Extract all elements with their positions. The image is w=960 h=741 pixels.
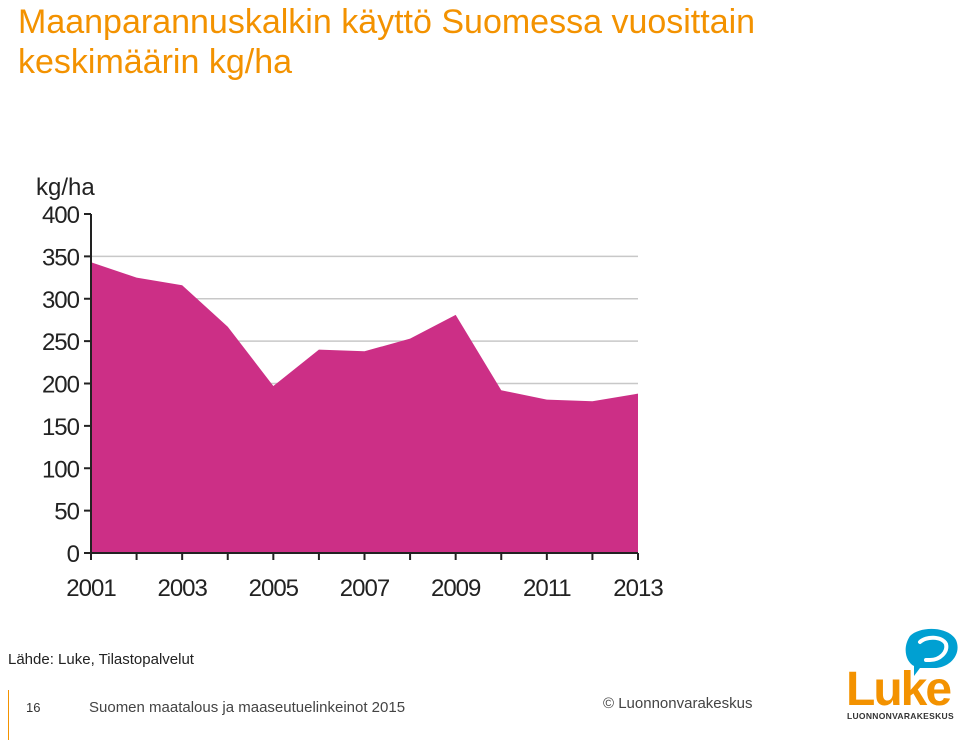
area-chart: 0 50 100 150 200 250 300 350 400 2001 2003 2005 2007… (36, 174, 664, 602)
publication-name: Suomen maatalous ja maaseutuelinkeinot 2… (89, 699, 406, 716)
axes: 0 50 100 150 200 250 300 350 400 2001 2003 2005 2007… (42, 202, 664, 602)
copyright-note: © Luonnonvarakeskus (603, 695, 753, 712)
x-tick-label: 2003 (157, 575, 207, 602)
y-tick-label: 300 (42, 287, 80, 314)
logo-subtitle: LUONNONVARAKESKUS (847, 711, 954, 721)
x-tick-label: 2007 (340, 575, 390, 602)
y-tick-label: 0 (67, 541, 80, 568)
series-area (91, 262, 638, 553)
y-tick-label: 150 (42, 414, 80, 441)
source-note: Lähde: Luke, Tilastopalvelut (8, 651, 194, 668)
y-tick-label: 200 (42, 372, 80, 399)
footer-divider (8, 690, 9, 740)
page-number: 16 (26, 700, 41, 715)
y-axis-unit-label: kg/ha (36, 174, 95, 201)
y-tick-label: 350 (42, 244, 80, 271)
y-tick-label: 250 (42, 329, 80, 356)
luke-logo: Luke LUONNONVARAKESKUS (840, 628, 958, 728)
y-tick-label: 50 (54, 499, 79, 526)
x-tick-label: 2013 (613, 575, 663, 602)
chart-title: Maanparannuskalkin käyttö Suomessa vuosi… (18, 3, 756, 81)
y-tick-label: 400 (42, 202, 80, 229)
x-tick-label: 2011 (523, 575, 571, 602)
logo-wordmark: Luke (846, 663, 952, 716)
x-tick-label: 2001 (66, 575, 116, 602)
y-tick-label: 100 (42, 456, 80, 483)
speech-bubble-icon (905, 628, 958, 676)
x-tick-label: 2005 (249, 575, 299, 602)
x-tick-label: 2009 (431, 575, 481, 602)
